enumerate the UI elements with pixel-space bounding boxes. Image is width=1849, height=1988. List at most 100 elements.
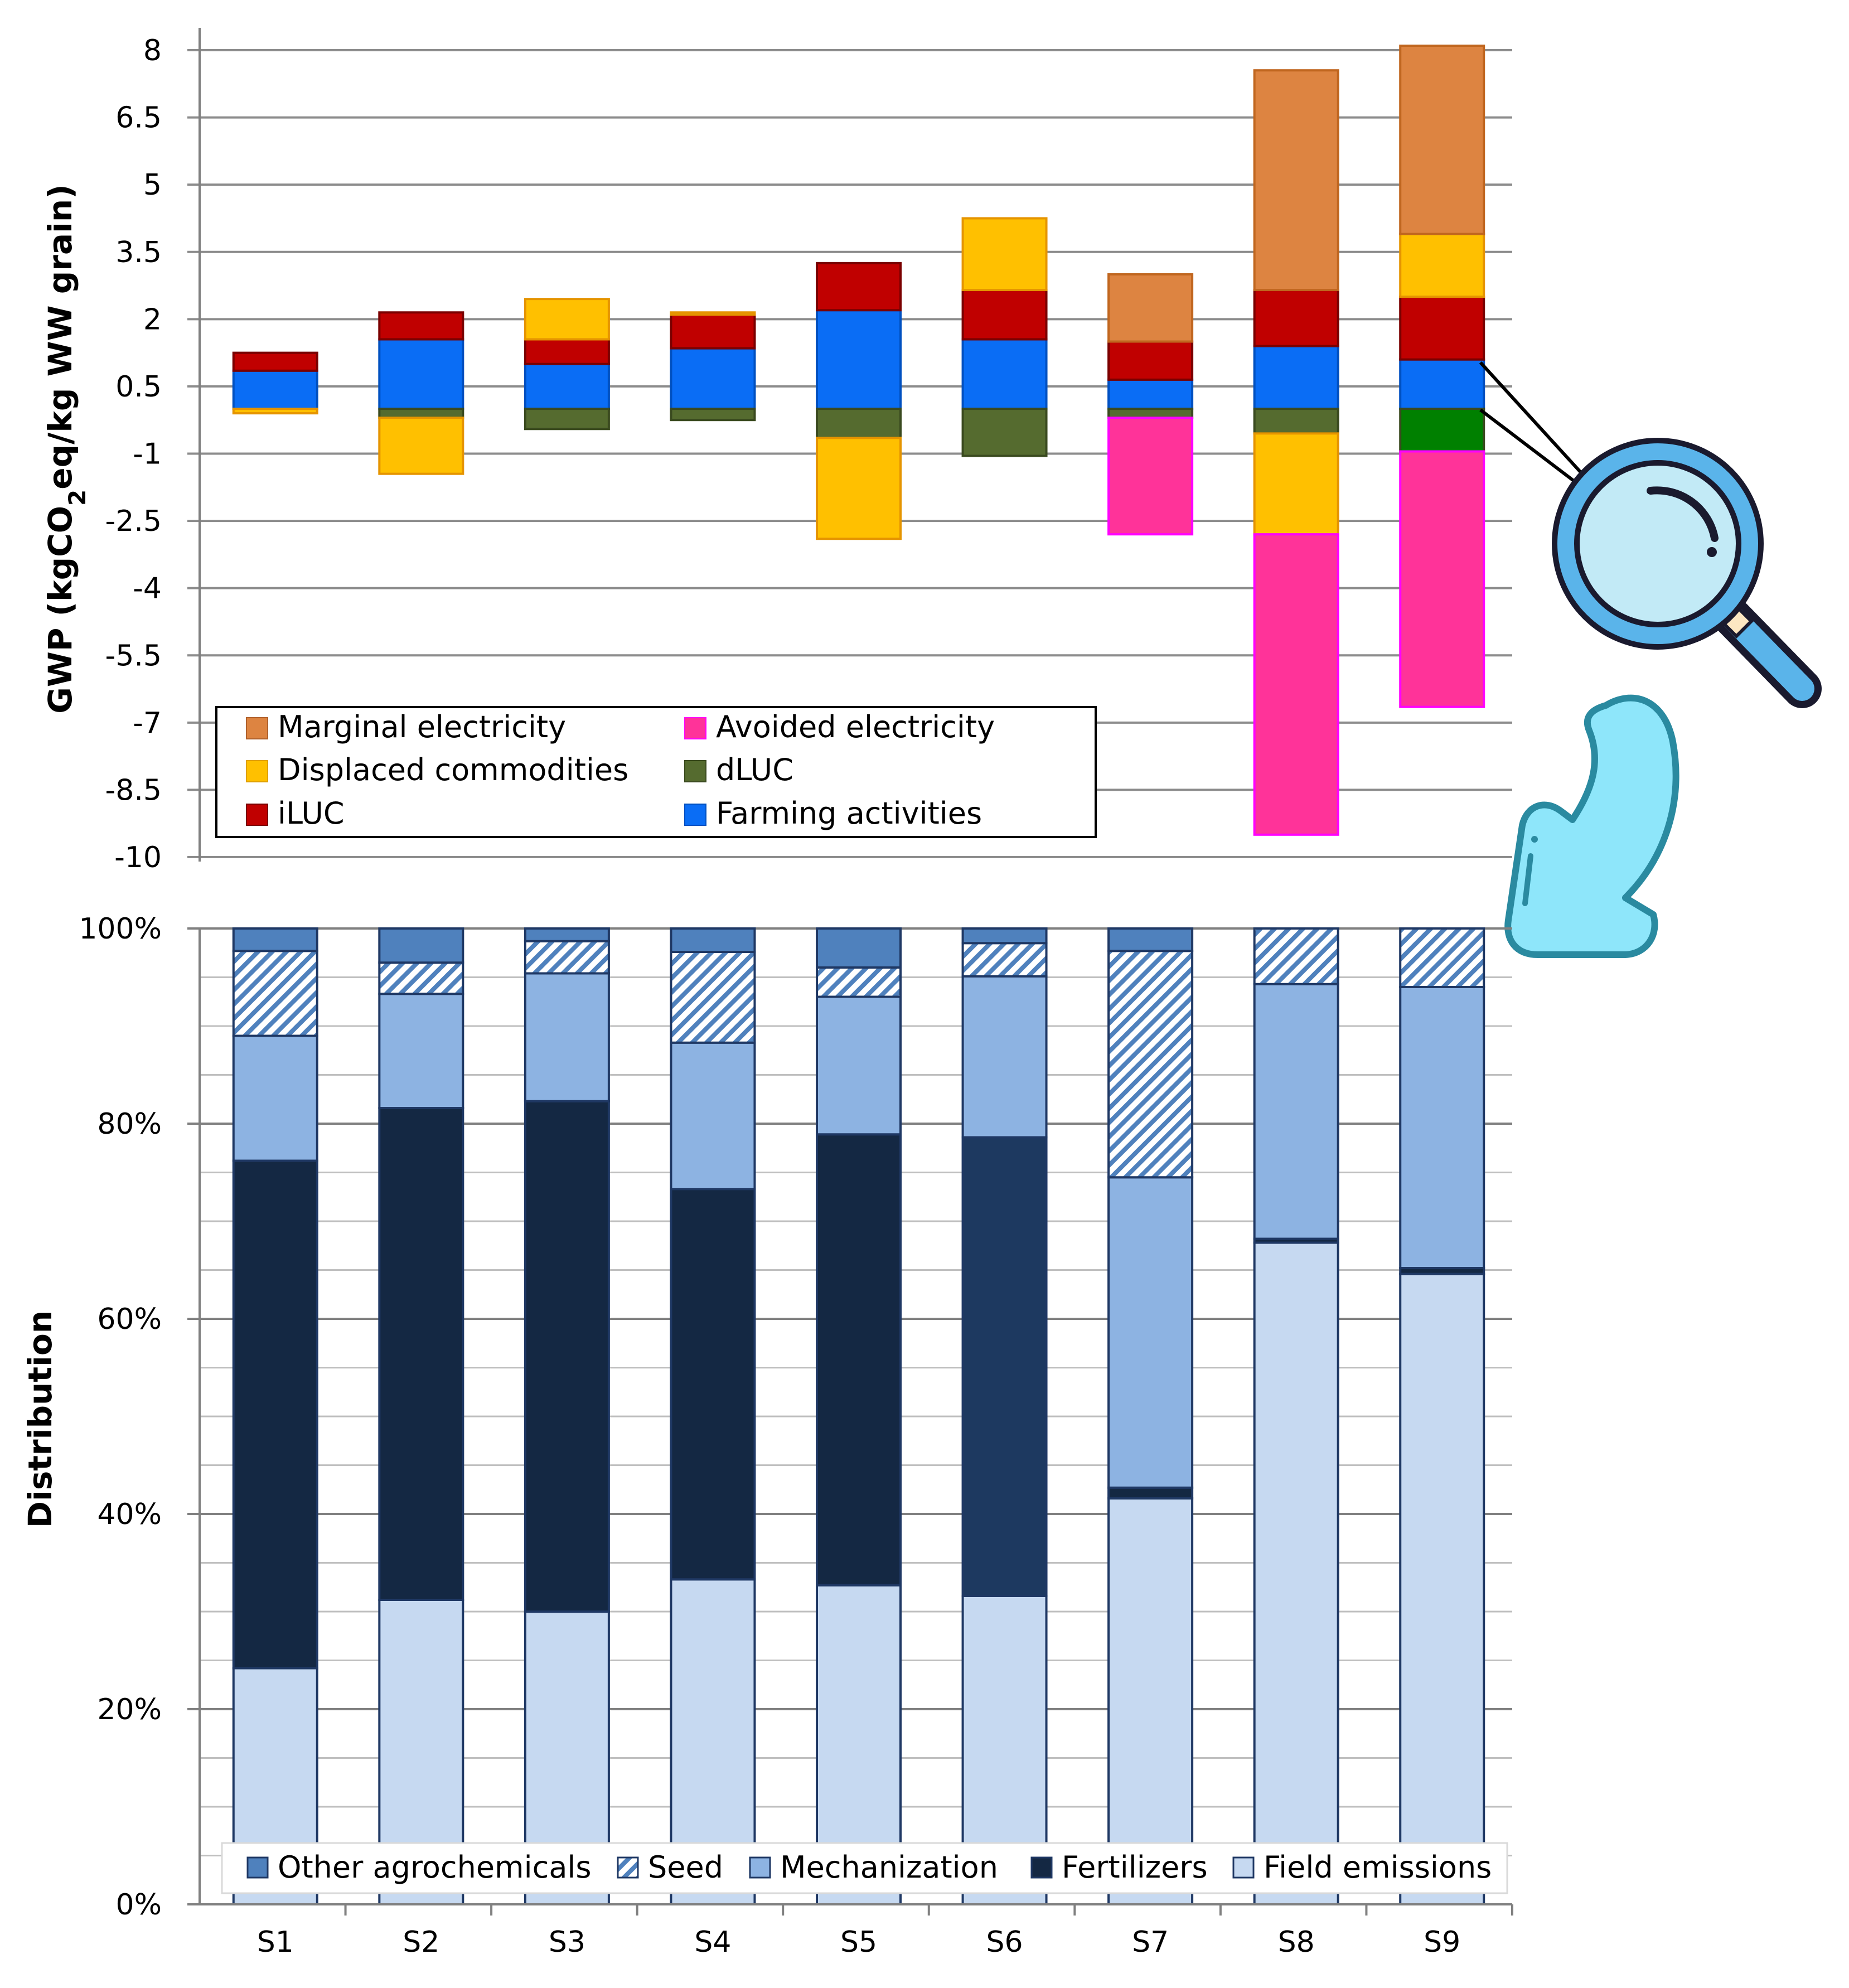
x-tick-label-s1: S1 [257,1926,294,1959]
gwp-legend: Marginal electricity Avoided electricity… [215,706,1097,838]
gwp-bar-s5-displaced-commodities [816,437,902,540]
distribution-bar-s3-mechanization [524,972,610,1102]
distribution-bar-s5-fertilizers [816,1133,902,1586]
legend-label-other-agrochemicals: Other agrochemicals [278,1850,592,1885]
gwp-bar-s6-dluc [961,408,1048,457]
distribution-bar-s1-other-agrochemicals [232,927,318,952]
distribution-bar-s5-other-agrochemicals [816,927,902,969]
gwp-chart: 8 6.5 5 3.5 2 0.5 -1 -2.5 -4 -5.5 -7 -8.5 -10 GWP (k… [41,28,1512,874]
distribution-y-tick-label: 60% [97,1303,162,1336]
legend-label-iluc: iLUC [278,796,345,831]
gwp-bar-s6-iluc [961,289,1048,341]
distribution-bar-s5-mechanization [816,995,902,1136]
distribution-bar-s2-seed [378,961,464,995]
legend-swatch-other-agrochemicals [246,1856,269,1879]
gwp-bar-s4-displaced-commodities [670,311,756,316]
legend-label-mechanization: Mechanization [780,1850,998,1885]
gwp-bar-s8-dluc [1253,408,1339,435]
gwp-bar-s4-farming-activities [670,347,756,410]
curved-arrow-icon [1504,694,1679,958]
gwp-bar-s8-iluc [1253,289,1339,347]
gwp-bar-s1-displaced-commodities [232,408,318,415]
distribution-bar-s8-mechanization [1253,983,1339,1240]
distribution-bar-s9-seed [1399,927,1485,988]
x-tick-label-s9: S9 [1424,1926,1460,1959]
gwp-bar-s3-farming-activities [524,362,610,410]
gwp-bar-s8-marginal-electricity [1253,69,1339,292]
distribution-bar-s6-fertilizers [961,1136,1048,1597]
legend-swatch-avoided-electricity [684,717,706,739]
gwp-bar-s9-iluc [1399,296,1485,361]
distribution-y-tick-label: 100% [79,912,162,946]
distribution-bar-s8-field-emissions [1253,1241,1339,1905]
gwp-bar-s9-dluc [1399,408,1485,453]
gwp-bar-s7-iluc [1107,340,1194,381]
distribution-legend: Other agrochemicals Seed Mechanization F… [221,1842,1508,1894]
legend-label-displaced-commodities: Displaced commodities [278,752,628,787]
gwp-bar-s3-dluc [524,408,610,431]
distribution-y-axis-label: Distribution [21,1310,59,1528]
legend-label-avoided-electricity: Avoided electricity [716,709,995,744]
distribution-bar-s1-seed [232,950,318,1037]
distribution-y-tick-label: 0% [116,1888,162,1922]
distribution-x-tick-labels: S1 S2 S3 S4 S5 S6 S7 S8 S9 [257,1904,1513,1959]
gwp-bar-s2-displaced-commodities [378,417,464,475]
gwp-y-tick-label: 5 [143,168,162,202]
distribution-bar-s7-other-agrochemicals [1107,927,1194,952]
legend-label-fertilizers: Fertilizers [1062,1850,1208,1885]
gwp-bar-s6-displaced-commodities [961,217,1048,292]
gwp-y-tick-label: 8 [143,34,162,67]
gwp-y-tick-label: -2.5 [105,505,162,538]
distribution-bar-s3-other-agrochemicals [524,927,610,942]
distribution-bar-s1-mechanization [232,1034,318,1162]
distribution-bar-s2-other-agrochemicals [378,927,464,964]
distribution-bar-s4-fertilizers [670,1188,756,1581]
distribution-bar-s9-field-emissions [1399,1273,1485,1905]
legend-swatch-mechanization [749,1856,771,1879]
distribution-bar-s4-seed [670,951,756,1044]
callout-line-upper [1479,361,1588,480]
legend-swatch-field-emissions [1232,1856,1255,1879]
gwp-bar-s9-displaced-commodities [1399,233,1485,298]
gwp-bars [232,44,1485,836]
gwp-bar-s7-avoided-electricity [1107,417,1194,536]
distribution-bar-s9-mechanization [1399,986,1485,1269]
gwp-bar-s3-displaced-commodities [524,298,610,341]
gwp-bar-s8-avoided-electricity [1253,533,1339,836]
distribution-bar-s6-mechanization [961,975,1048,1139]
gwp-bar-s2-farming-activities [378,338,464,410]
distribution-bar-s6-other-agrochemicals [961,927,1048,945]
gwp-bar-s7-farming-activities [1107,378,1194,410]
x-tick-label-s3: S3 [549,1926,585,1959]
gwp-bar-s1-farming-activities [232,369,318,410]
gwp-bar-s9-farming-activities [1399,358,1485,410]
gwp-y-tick-labels: 8 6.5 5 3.5 2 0.5 -1 -2.5 -4 -5.5 -7 -8.5 -10 [105,34,162,874]
gwp-y-tick-label: 0.5 [115,370,162,404]
x-tick-label-s7: S7 [1132,1926,1169,1959]
distribution-bar-s2-fertilizers [378,1107,464,1601]
gwp-bar-s4-dluc [670,408,756,422]
gwp-y-tick-label: -5.5 [105,639,162,673]
gwp-bar-s7-marginal-electricity [1107,273,1194,343]
x-tick-label-s4: S4 [694,1926,731,1959]
gwp-bar-s3-iluc [524,338,610,365]
distribution-y-tick-label: 40% [97,1498,162,1531]
x-tick-label-s5: S5 [840,1926,877,1959]
distribution-bar-s7-mechanization [1107,1176,1194,1489]
distribution-bar-s6-seed [961,942,1048,978]
distribution-y-tick-labels: 0% 20% 40% 60% 80% 100% [79,912,162,1922]
distribution-y-tick-label: 80% [97,1107,162,1141]
gwp-bar-s8-displaced-commodities [1253,432,1339,536]
gwp-bar-s5-farming-activities [816,309,902,410]
distribution-chart: 0% 20% 40% 60% 80% 100% S1 S2 S3 S4 S5 S6 S7 S8 S9 Di… [21,912,1513,1959]
gwp-y-label-post: eq/kg WW grain) [41,184,79,489]
distribution-bar-s7-seed [1107,950,1194,1179]
distribution-bar-s3-fertilizers [524,1100,610,1613]
distribution-y-tick-label: 20% [97,1693,162,1726]
distribution-bars [232,927,1485,1905]
legend-label-marginal-electricity: Marginal electricity [278,709,566,744]
gwp-bar-s2-iluc [378,311,464,341]
distribution-bar-s4-other-agrochemicals [670,927,756,953]
legend-label-seed: Seed [648,1850,723,1885]
